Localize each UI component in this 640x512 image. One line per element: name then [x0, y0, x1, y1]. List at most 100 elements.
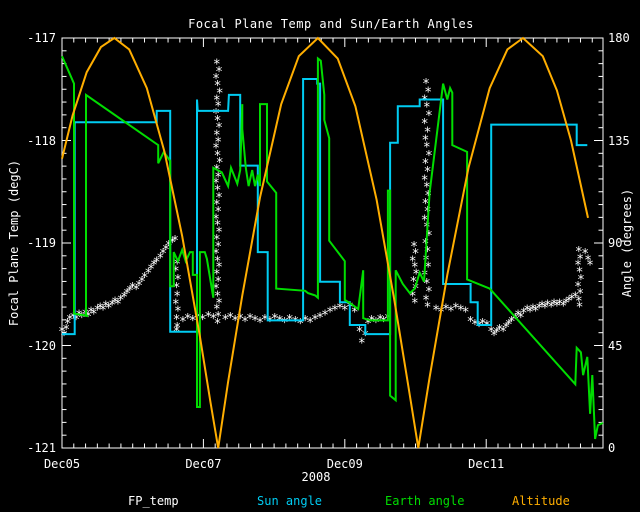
- svg-text:*: *: [336, 302, 344, 317]
- temp-tick-label: -121: [27, 441, 56, 455]
- svg-text:*: *: [565, 294, 573, 309]
- svg-text:*: *: [412, 268, 420, 283]
- svg-text:*: *: [574, 259, 582, 274]
- svg-text:*: *: [356, 325, 364, 340]
- svg-text:*: *: [162, 243, 170, 258]
- svg-text:*: *: [150, 259, 158, 274]
- angle-tick-label: 135: [608, 133, 630, 148]
- svg-text:*: *: [60, 329, 68, 344]
- svg-text:*: *: [490, 329, 498, 344]
- svg-text:*: *: [574, 280, 582, 295]
- svg-text:*: *: [568, 292, 576, 307]
- svg-text:*: *: [156, 251, 164, 266]
- svg-text:*: *: [411, 296, 419, 311]
- svg-text:*: *: [87, 306, 95, 321]
- svg-text:*: *: [75, 309, 83, 324]
- svg-text:*: *: [173, 321, 181, 336]
- svg-text:*: *: [424, 261, 432, 276]
- legend-sun-angle: Sun angle: [257, 494, 323, 508]
- svg-text:*: *: [168, 236, 176, 251]
- svg-text:*: *: [266, 315, 274, 330]
- svg-text:*: *: [271, 312, 279, 327]
- svg-text:*: *: [174, 273, 182, 288]
- svg-text:*: *: [84, 310, 92, 325]
- svg-text:*: *: [411, 261, 419, 276]
- svg-text:*: *: [553, 300, 561, 315]
- svg-text:*: *: [102, 300, 110, 315]
- svg-text:*: *: [529, 303, 537, 318]
- svg-text:*: *: [215, 65, 223, 80]
- svg-text:*: *: [311, 313, 319, 328]
- svg-text:*: *: [204, 310, 212, 325]
- svg-text:*: *: [213, 128, 221, 143]
- svg-text:*: *: [171, 234, 179, 249]
- svg-text:*: *: [483, 319, 491, 334]
- svg-text:*: *: [520, 307, 528, 322]
- svg-text:*: *: [487, 325, 495, 340]
- svg-text:*: *: [174, 305, 182, 320]
- svg-text:*: *: [72, 313, 80, 328]
- svg-text:*: *: [575, 294, 583, 309]
- plot-frame: [61, 37, 604, 449]
- chart-title: Focal Plane Temp and Sun/Earth Angles: [188, 17, 474, 31]
- svg-text:*: *: [214, 240, 222, 255]
- svg-text:*: *: [412, 247, 420, 262]
- svg-text:*: *: [584, 253, 592, 268]
- svg-text:*: *: [147, 263, 155, 278]
- svg-text:*: *: [576, 287, 584, 302]
- svg-text:*: *: [535, 302, 543, 317]
- svg-text:*: *: [358, 336, 366, 351]
- svg-text:*: *: [214, 254, 222, 269]
- svg-text:*: *: [78, 311, 86, 326]
- svg-text:*: *: [114, 297, 122, 312]
- svg-text:*: *: [173, 289, 181, 304]
- svg-text:*: *: [331, 304, 339, 319]
- svg-text:*: *: [499, 325, 507, 340]
- svg-text:*: *: [212, 247, 220, 262]
- svg-text:*: *: [214, 136, 222, 151]
- svg-text:*: *: [226, 311, 234, 326]
- svg-text:*: *: [424, 189, 432, 204]
- svg-text:*: *: [410, 240, 418, 255]
- svg-text:*: *: [215, 226, 223, 241]
- svg-text:*: *: [514, 309, 522, 324]
- svg-text:*: *: [221, 313, 229, 328]
- svg-text:*: *: [212, 282, 220, 297]
- svg-text:*: *: [424, 301, 432, 316]
- series-altitude: [61, 36, 589, 449]
- legend-fp-temp: FP_temp: [128, 494, 179, 508]
- svg-text:*: *: [571, 290, 579, 305]
- svg-text:*: *: [575, 245, 583, 260]
- svg-text:*: *: [306, 316, 314, 331]
- svg-text:*: *: [172, 265, 180, 280]
- svg-text:*: *: [141, 271, 149, 286]
- svg-text:*: *: [90, 308, 98, 323]
- svg-text:*: *: [212, 72, 220, 87]
- svg-text:*: *: [421, 94, 429, 109]
- svg-text:*: *: [341, 304, 349, 319]
- svg-text:*: *: [256, 316, 264, 331]
- svg-text:*: *: [296, 317, 304, 332]
- x-tick-label: Dec11: [468, 457, 505, 471]
- svg-text:*: *: [214, 289, 222, 304]
- svg-text:*: *: [172, 297, 180, 312]
- svg-text:*: *: [241, 315, 249, 330]
- svg-text:*: *: [425, 285, 433, 300]
- svg-text:*: *: [214, 100, 222, 115]
- svg-text:*: *: [173, 258, 181, 273]
- svg-text:*: *: [123, 287, 131, 302]
- svg-text:*: *: [62, 323, 70, 338]
- x-tick-label: Dec07: [185, 457, 222, 471]
- angle-tick-label: 180: [608, 31, 630, 45]
- x-tick-label: Dec05: [43, 457, 81, 471]
- svg-text:*: *: [179, 315, 187, 330]
- svg-text:*: *: [214, 275, 222, 290]
- svg-text:*: *: [214, 205, 222, 220]
- svg-text:*: *: [562, 296, 570, 311]
- svg-text:*: *: [442, 303, 450, 318]
- svg-text:*: *: [423, 101, 431, 116]
- svg-text:*: *: [93, 304, 101, 319]
- svg-text:*: *: [301, 314, 309, 329]
- svg-text:*: *: [99, 304, 107, 319]
